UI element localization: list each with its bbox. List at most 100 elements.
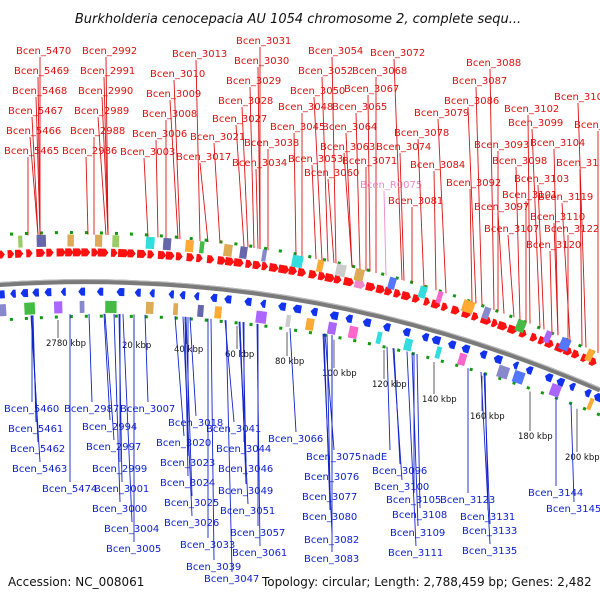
forward-gene-label[interactable]: Bcen_3065 — [332, 102, 387, 113]
reverse-gene-label[interactable]: Bcen_3135 — [462, 546, 517, 557]
forward-gene-label[interactable]: Bcen_3013 — [172, 49, 227, 60]
reverse-gene-label[interactable]: Bcen_3044 — [216, 444, 271, 455]
forward-gene-label[interactable]: Bcen_3087 — [452, 76, 507, 87]
forward-gene-label[interactable]: Bcen_3028 — [218, 96, 273, 107]
reverse-gene-label[interactable]: Bcen_3018 — [168, 418, 223, 429]
forward-gene-label[interactable]: Bcen_3053 — [288, 154, 343, 165]
forward-gene-label[interactable]: Bcen_5466 — [6, 126, 61, 137]
reverse-gene-label[interactable]: Bcen_3000 — [92, 504, 147, 515]
reverse-gene-label[interactable]: Bcen_5460 — [4, 404, 59, 415]
reverse-gene-label[interactable]: Bcen_3004 — [104, 524, 159, 535]
reverse-gene-label[interactable]: Bcen_2987 — [64, 404, 119, 415]
forward-gene-label[interactable]: Bcen_3006 — [132, 129, 187, 140]
forward-gene-label[interactable]: Bcen_5468 — [12, 86, 67, 97]
forward-gene-label[interactable]: Bcen_R0075 — [360, 180, 422, 191]
reverse-gene-label[interactable]: Bcen_3080 — [302, 512, 357, 523]
forward-gene-label[interactable]: Bcen_3120 — [526, 240, 581, 251]
forward-gene-label[interactable]: Bcen_5470 — [16, 46, 71, 57]
reverse-gene-label[interactable]: Bcen_3026 — [164, 518, 219, 529]
forward-gene-label[interactable]: Bcen_3060 — [304, 168, 359, 179]
forward-gene-label[interactable]: Bcen_3064 — [322, 122, 377, 133]
reverse-gene-label[interactable]: Bcen_5463 — [12, 464, 67, 475]
reverse-gene-label[interactable]: Bcen_3061 — [232, 548, 287, 559]
reverse-gene-label[interactable]: nadE — [362, 452, 387, 463]
forward-gene-label[interactable]: Bcen_3099 — [508, 118, 563, 129]
forward-gene-label[interactable]: Bcen_3054 — [308, 46, 363, 57]
forward-gene-label[interactable]: Bcen_3050 — [290, 86, 345, 97]
reverse-gene-label[interactable]: Bcen_2999 — [92, 464, 147, 475]
forward-gene-label[interactable]: Bcen_3078 — [394, 128, 449, 139]
forward-gene-label[interactable]: Bcen_2989 — [74, 106, 129, 117]
forward-gene-label[interactable]: Bcen_3103 — [514, 174, 569, 185]
forward-gene-label[interactable]: Bcen_3102 — [504, 104, 559, 115]
reverse-gene-label[interactable]: Bcen_3145 — [546, 504, 600, 515]
reverse-gene-label[interactable]: Bcen_3041 — [206, 424, 261, 435]
forward-gene-label[interactable]: Bcen_3068 — [352, 66, 407, 77]
forward-gene-label[interactable]: Bcen_3122 — [544, 224, 599, 235]
reverse-gene-label[interactable]: Bcen_2994 — [82, 422, 137, 433]
forward-gene-label[interactable]: Bcen_2992 — [82, 46, 137, 57]
forward-gene-label[interactable]: Bcen_3112 — [556, 158, 600, 169]
reverse-gene-label[interactable]: Bcen_3108 — [392, 510, 447, 521]
reverse-gene-label[interactable]: Bcen_5462 — [10, 444, 65, 455]
forward-gene-label[interactable]: Bcen_3034 — [232, 158, 287, 169]
reverse-gene-label[interactable]: Bcen_5474 — [42, 484, 97, 495]
forward-gene-label[interactable]: Bcen_3097 — [474, 202, 529, 213]
forward-gene-label[interactable]: Bcen_3038 — [244, 138, 299, 149]
forward-gene-label[interactable]: Bcen_3027 — [212, 114, 267, 125]
reverse-gene-label[interactable]: Bcen_3005 — [106, 544, 161, 555]
forward-gene-label[interactable]: Bcen_3052 — [298, 66, 353, 77]
forward-gene-label[interactable]: Bcen_3010 — [150, 69, 205, 80]
reverse-gene-label[interactable]: Bcen_5461 — [8, 424, 63, 435]
forward-gene-label[interactable]: Bcen_3084 — [410, 160, 465, 171]
forward-gene-label[interactable]: Bcen_3045 — [270, 122, 325, 133]
forward-gene-label[interactable]: Bcen_3093 — [474, 140, 529, 151]
forward-gene-label[interactable]: Bcen_3067 — [344, 84, 399, 95]
forward-gene-label[interactable]: Bcen_3021 — [190, 132, 245, 143]
reverse-gene-label[interactable]: Bcen_3020 — [156, 438, 211, 449]
forward-gene-label[interactable]: Bcen_3107 — [484, 224, 539, 235]
forward-gene-label[interactable]: Bcen_3031 — [236, 36, 291, 47]
reverse-gene-label[interactable]: Bcen_3057 — [230, 528, 285, 539]
reverse-gene-label[interactable]: Bcen_3096 — [372, 466, 427, 477]
forward-gene-label[interactable]: Bcen_5465 — [4, 146, 59, 157]
reverse-gene-label[interactable]: Bcen_3111 — [388, 548, 443, 559]
reverse-gene-label[interactable]: Bcen_3024 — [160, 478, 215, 489]
forward-gene-label[interactable]: Bcen_3119 — [538, 192, 593, 203]
forward-gene-label[interactable]: Bcen_3106 — [554, 92, 600, 103]
forward-gene-label[interactable]: Bcen_5467 — [8, 106, 63, 117]
reverse-gene-label[interactable]: Bcen_3100 — [374, 482, 429, 493]
forward-gene-label[interactable]: Bcen_3071 — [342, 156, 397, 167]
forward-gene-label[interactable]: Bcen_2988 — [70, 126, 125, 137]
forward-gene-label[interactable]: Bcen_3113 — [574, 120, 600, 131]
forward-gene-label[interactable]: Bcen_3029 — [226, 76, 281, 87]
reverse-gene-label[interactable]: Bcen_2997 — [86, 442, 141, 453]
forward-gene-label[interactable]: Bcen_3110 — [530, 212, 585, 223]
reverse-gene-label[interactable]: Bcen_3075 — [306, 452, 361, 463]
forward-gene-label[interactable]: Bcen_3092 — [446, 178, 501, 189]
forward-gene-label[interactable]: Bcen_3104 — [530, 138, 585, 149]
forward-gene-label[interactable]: Bcen_3086 — [444, 96, 499, 107]
reverse-gene-label[interactable]: Bcen_3047 — [204, 574, 259, 585]
forward-gene-label[interactable]: Bcen_3003 — [120, 147, 175, 158]
forward-gene-label[interactable]: Bcen_3017 — [176, 152, 231, 163]
forward-gene-label[interactable]: Bcen_3008 — [142, 109, 197, 120]
reverse-gene-label[interactable]: Bcen_3049 — [218, 486, 273, 497]
forward-gene-label[interactable]: Bcen_2991 — [80, 66, 135, 77]
forward-gene-label[interactable]: Bcen_2990 — [78, 86, 133, 97]
reverse-gene-label[interactable]: Bcen_3144 — [528, 488, 583, 499]
forward-gene-label[interactable]: Bcen_3072 — [370, 48, 425, 59]
forward-gene-label[interactable]: Bcen_3074 — [376, 142, 431, 153]
reverse-gene-label[interactable]: Bcen_3051 — [220, 506, 275, 517]
forward-gene-label[interactable]: Bcen_3088 — [466, 58, 521, 69]
reverse-gene-label[interactable]: Bcen_3007 — [120, 404, 175, 415]
forward-gene-label[interactable]: Bcen_3030 — [234, 56, 289, 67]
reverse-gene-label[interactable]: Bcen_3083 — [304, 554, 359, 565]
reverse-gene-label[interactable]: Bcen_3123 — [440, 495, 495, 506]
reverse-gene-label[interactable]: Bcen_3001 — [94, 484, 149, 495]
reverse-gene-label[interactable]: Bcen_3039 — [186, 562, 241, 573]
forward-gene-label[interactable]: Bcen_3079 — [414, 108, 469, 119]
forward-gene-label[interactable]: Bcen_3009 — [146, 89, 201, 100]
reverse-gene-label[interactable]: Bcen_3131 — [460, 512, 515, 523]
forward-gene-label[interactable]: Bcen_3063 — [320, 142, 375, 153]
